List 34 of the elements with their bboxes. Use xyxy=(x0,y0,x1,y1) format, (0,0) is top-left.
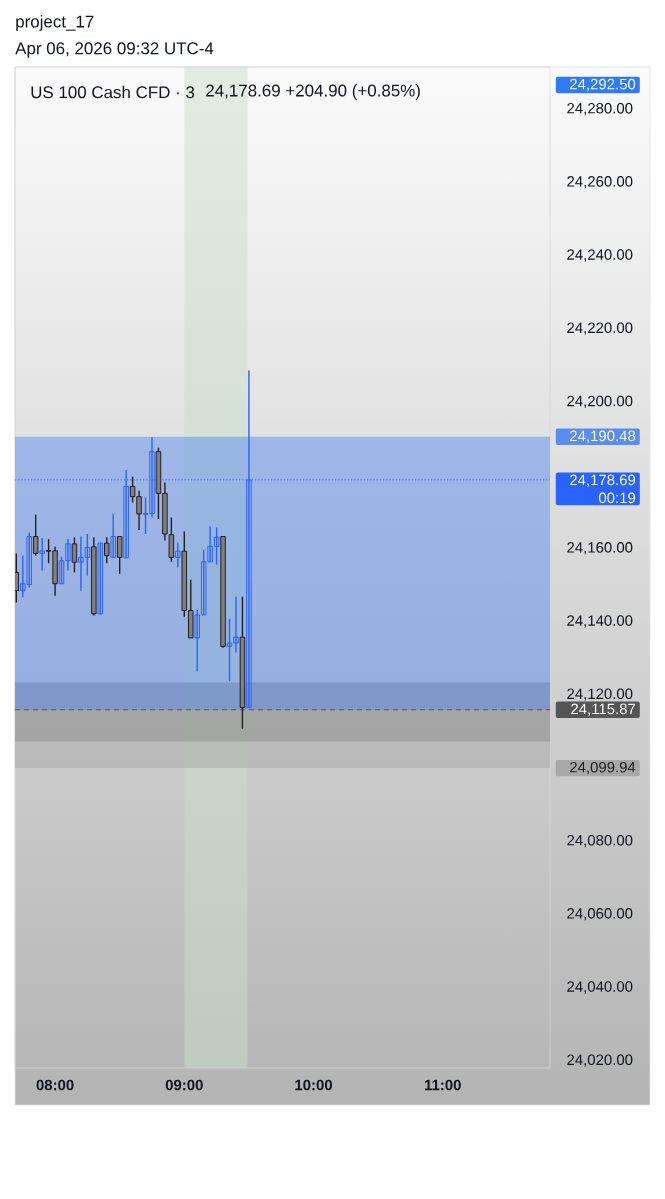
text: 24,292.50 xyxy=(570,78,636,92)
y-tick-label: 24,060.00 xyxy=(567,908,633,921)
y-tick-label: 24,220.00 xyxy=(567,322,633,335)
candlestick xyxy=(71,536,78,574)
y-tick-label: 24,200.00 xyxy=(567,395,633,409)
y-tick-label: 24,040.00 xyxy=(567,981,633,994)
y-tick-label: 24,260.00 xyxy=(567,176,633,189)
ref-line-label: 24,115.87 xyxy=(571,703,636,716)
x-tick-label: 08:00 xyxy=(36,1079,74,1091)
text: Apr 06, 2026 09:32 UTC-4 xyxy=(15,42,214,58)
text: 24,178.69 +204.90 (+0.85%) xyxy=(206,84,420,100)
text: project_17 xyxy=(16,15,94,31)
x-tick-label: 11:00 xyxy=(424,1079,461,1091)
y-tick-label: 24,140.00 xyxy=(567,615,633,628)
ref-line-label: 24,178.69 xyxy=(570,474,636,487)
y-tick-label: 24,080.00 xyxy=(567,834,633,848)
x-tick-label: 10:00 xyxy=(295,1079,332,1091)
candlestick xyxy=(116,535,123,575)
y-tick-label: 24,280.00 xyxy=(567,102,633,116)
candlestick xyxy=(110,512,116,559)
candlestick xyxy=(175,541,181,568)
y-tick-label: 24,020.00 xyxy=(567,1054,633,1067)
y-tick-label: 24,240.00 xyxy=(567,249,633,262)
candlestick xyxy=(97,541,104,616)
y-tick-label: 24,120.00 xyxy=(567,688,633,701)
candlestick xyxy=(103,536,110,564)
candlestick xyxy=(39,537,45,572)
x-tick-label: 09:00 xyxy=(165,1079,203,1091)
y-tick-label: 24,160.00 xyxy=(567,542,633,555)
text: US 100 Cash CFD · 3 xyxy=(31,85,195,99)
text: 00:19 xyxy=(598,492,636,504)
band-label: 24,099.94 xyxy=(570,761,636,775)
candlestick xyxy=(32,513,39,557)
band-label: 24,190.48 xyxy=(570,430,636,443)
